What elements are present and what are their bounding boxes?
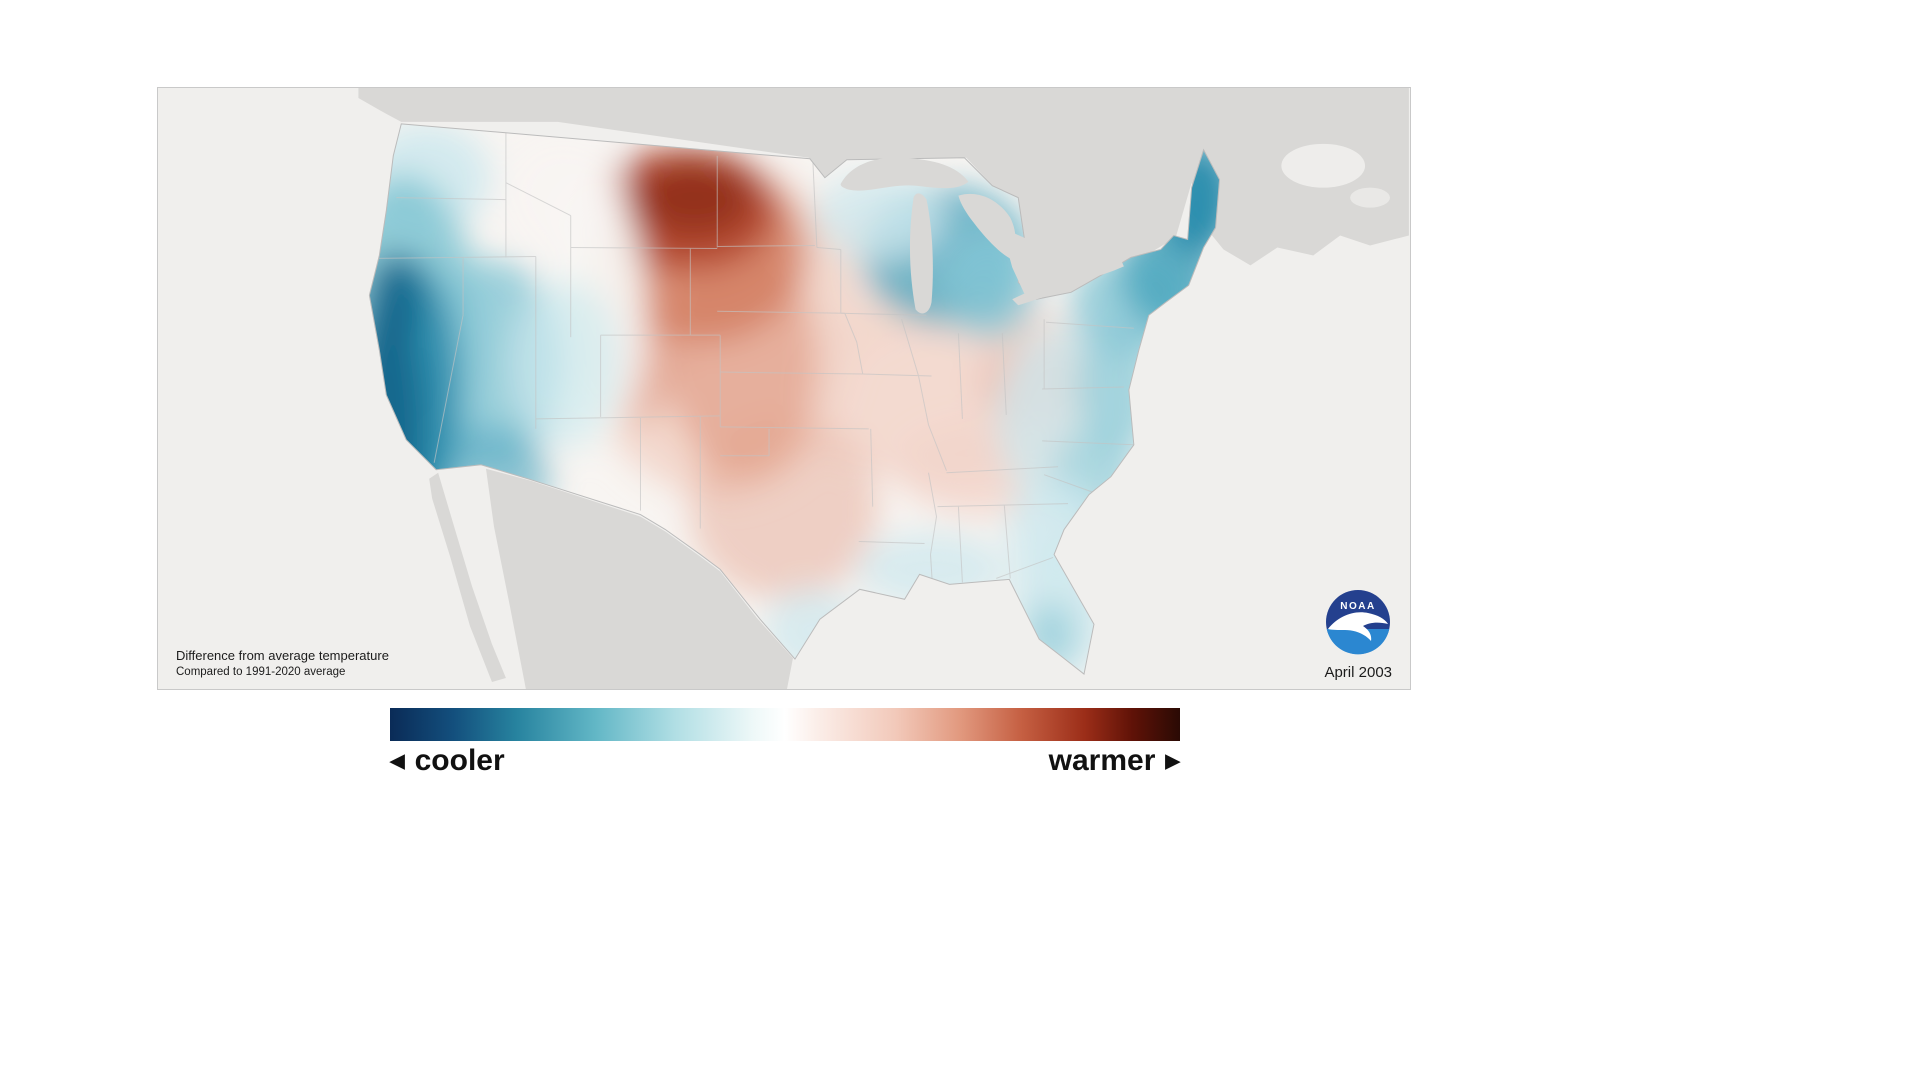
temperature-map-panel: Difference from average temperature Comp…: [157, 87, 1411, 690]
cooler-legend: ◀ cooler: [390, 744, 505, 778]
map-caption: Difference from average temperature Comp…: [176, 648, 389, 679]
cooler-arrow-icon: ◀: [390, 750, 405, 772]
canada-landmass: [358, 88, 1409, 300]
warmer-label: warmer: [1048, 744, 1156, 777]
anomaly-blob: [369, 252, 424, 349]
nova-scotia: [1241, 223, 1332, 249]
colorbar-legend: ◀ cooler warmer ▶: [390, 744, 1180, 778]
lake-ontario: [1078, 257, 1124, 280]
anomaly-blob: [636, 159, 753, 236]
anomaly-blob: [500, 133, 625, 258]
ontario-peninsula: [1001, 227, 1072, 296]
gulf-st-lawrence: [1350, 187, 1390, 208]
lake-michigan: [909, 193, 933, 314]
date-label: April 2003: [1324, 664, 1392, 681]
anomaly-blob: [510, 279, 621, 449]
caption-line2: Compared to 1991-2020 average: [176, 665, 346, 678]
lake-huron: [958, 193, 1016, 260]
seagull-icon: [1328, 612, 1389, 641]
warmer-arrow-icon: ▶: [1165, 750, 1180, 772]
gulf-st-lawrence: [1281, 143, 1366, 188]
baja-peninsula: [429, 472, 506, 683]
lake-superior: [840, 157, 969, 191]
noaa-logo-text: NOAA: [1340, 601, 1375, 612]
state-borders: [376, 129, 1136, 587]
us-outline: [368, 123, 1221, 675]
prince-edward-island: [1261, 193, 1294, 206]
noaa-logo: NOAA: [1326, 590, 1391, 655]
noaa-block: NOAA April 2003: [1324, 589, 1392, 681]
colorbar: [390, 708, 1180, 741]
mexico-landmass: [485, 468, 793, 689]
lake-erie: [1012, 277, 1077, 306]
noaa-logo-lower: [1326, 629, 1390, 655]
us-temperature-map: [159, 88, 1409, 689]
caption-line1: Difference from average temperature: [176, 648, 389, 664]
colorbar-gradient: [390, 708, 1180, 741]
cooler-label: cooler: [414, 744, 505, 777]
warmer-legend: warmer ▶: [1049, 744, 1180, 778]
